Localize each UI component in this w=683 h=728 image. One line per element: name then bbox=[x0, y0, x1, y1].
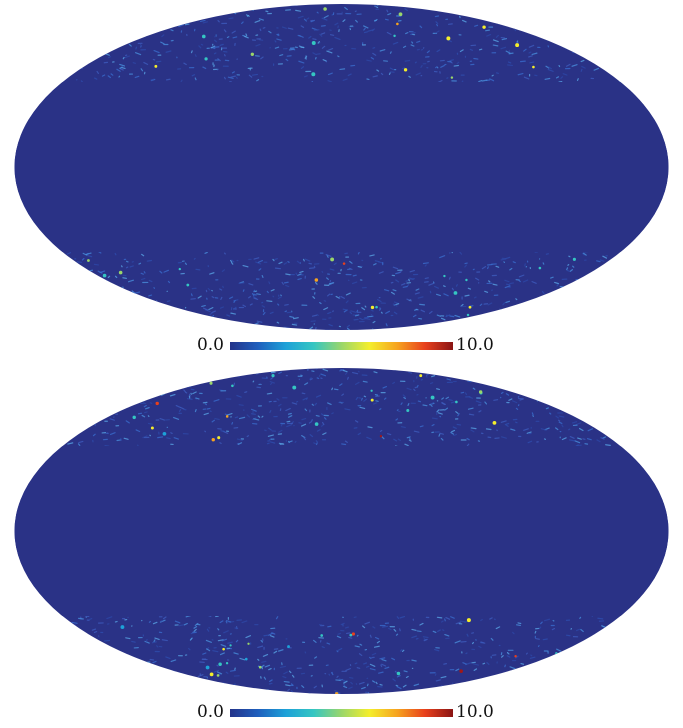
mollweide-map-bottom bbox=[14, 368, 669, 694]
colorbar-bottom: 0.0 10.0 bbox=[0, 701, 683, 723]
masked-band bbox=[14, 446, 669, 616]
colorbar-max-label: 10.0 bbox=[456, 702, 494, 722]
map-panel-top: 0.0 10.0 bbox=[0, 4, 683, 356]
masked-band bbox=[14, 82, 669, 252]
colorbar-min-label: 0.0 bbox=[196, 335, 224, 355]
colorbar-max-label: 10.0 bbox=[456, 335, 494, 355]
map-panel-bottom: 0.0 10.0 bbox=[0, 364, 683, 728]
colorbar-min-label: 0.0 bbox=[196, 702, 224, 722]
mollweide-map-top bbox=[14, 4, 669, 330]
colorbar-gradient bbox=[230, 709, 453, 717]
colorbar-gradient bbox=[230, 342, 453, 350]
colorbar-top: 0.0 10.0 bbox=[0, 334, 683, 356]
